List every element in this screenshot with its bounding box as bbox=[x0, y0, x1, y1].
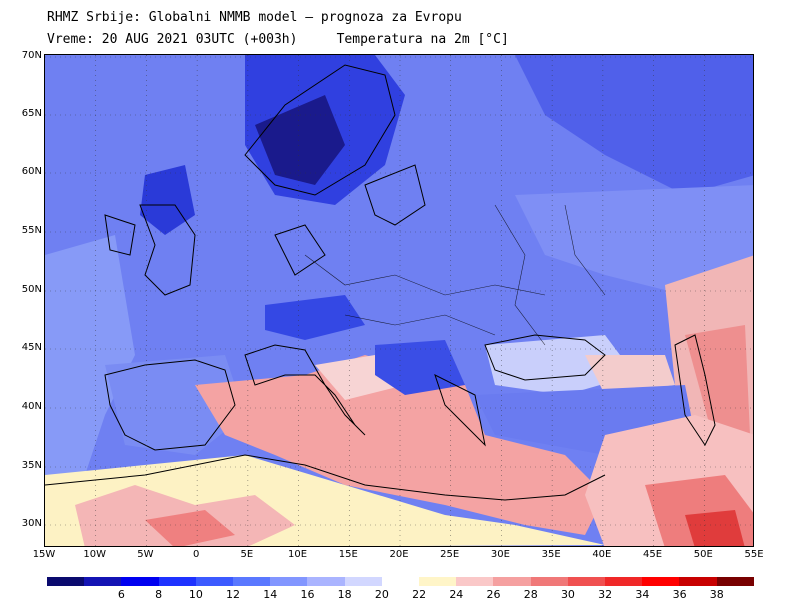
colorbar-segment bbox=[195, 577, 234, 586]
colorbar-segment bbox=[716, 577, 754, 586]
colorbar-segment bbox=[270, 577, 308, 586]
lat-label: 45N bbox=[21, 342, 42, 353]
map-subtitle: Vreme: 20 AUG 2021 03UTC (+003h) Tempera… bbox=[47, 32, 509, 47]
lon-label: 0 bbox=[192, 549, 200, 560]
lat-label: 30N bbox=[21, 518, 42, 529]
colorbar-tick-label: 16 bbox=[300, 588, 315, 601]
lon-label: 25E bbox=[440, 549, 460, 560]
lat-label: 35N bbox=[21, 460, 42, 471]
lon-label: 15W bbox=[32, 549, 56, 560]
temperature-map bbox=[44, 54, 754, 547]
colorbar-tick-label: 14 bbox=[263, 588, 278, 601]
colorbar-tick-label: 10 bbox=[188, 588, 203, 601]
colorbar-segment bbox=[307, 577, 345, 586]
colorbar-tick-label: 32 bbox=[598, 588, 613, 601]
lon-label: 5E bbox=[240, 549, 254, 560]
colorbar-tick-label: 20 bbox=[374, 588, 389, 601]
lon-label: 10E bbox=[288, 549, 308, 560]
colorbar-tick-label: 6 bbox=[117, 588, 125, 601]
temperature-colorbar bbox=[47, 577, 754, 586]
colorbar-segment bbox=[419, 577, 457, 586]
colorbar-tick-label: 8 bbox=[155, 588, 163, 601]
colorbar-segment bbox=[233, 577, 271, 586]
lat-label: 60N bbox=[21, 166, 42, 177]
lat-label: 70N bbox=[21, 50, 42, 61]
lon-label: 55E bbox=[744, 549, 764, 560]
colorbar-tick-label: 18 bbox=[337, 588, 352, 601]
colorbar-segment bbox=[381, 577, 420, 586]
colorbar-tick-label: 36 bbox=[672, 588, 687, 601]
colorbar-segment bbox=[679, 577, 717, 586]
lon-label: 45E bbox=[643, 549, 663, 560]
colorbar-segment bbox=[84, 577, 122, 586]
colorbar-segment bbox=[567, 577, 606, 586]
colorbar-segment bbox=[493, 577, 531, 586]
lon-label: 40E bbox=[592, 549, 612, 560]
lon-label: 10W bbox=[83, 549, 107, 560]
lat-label: 40N bbox=[21, 401, 42, 412]
map-canvas bbox=[45, 55, 753, 546]
lat-label: 55N bbox=[21, 225, 42, 236]
colorbar-tick-label: 38 bbox=[709, 588, 724, 601]
lon-label: 15E bbox=[338, 549, 358, 560]
lat-label: 65N bbox=[21, 108, 42, 119]
colorbar-tick-label: 34 bbox=[635, 588, 650, 601]
lon-label: 20E bbox=[389, 549, 409, 560]
lon-label: 30E bbox=[490, 549, 510, 560]
colorbar-segment bbox=[605, 577, 643, 586]
colorbar-segment bbox=[47, 577, 85, 586]
colorbar-segment bbox=[121, 577, 159, 586]
lat-label: 50N bbox=[21, 284, 42, 295]
colorbar-tick-label: 22 bbox=[412, 588, 427, 601]
map-title: RHMZ Srbije: Globalni NMMB model – progn… bbox=[47, 10, 462, 25]
colorbar-tick-label: 12 bbox=[226, 588, 241, 601]
colorbar-segment bbox=[456, 577, 494, 586]
colorbar-segment bbox=[158, 577, 196, 586]
lon-label: 50E bbox=[693, 549, 713, 560]
colorbar-tick-label: 30 bbox=[560, 588, 575, 601]
colorbar-tick-label: 26 bbox=[486, 588, 501, 601]
colorbar-tick-label: 28 bbox=[523, 588, 538, 601]
colorbar-segment bbox=[530, 577, 568, 586]
colorbar-tick-label: 24 bbox=[449, 588, 464, 601]
colorbar-segment bbox=[344, 577, 382, 586]
lon-label: 35E bbox=[541, 549, 561, 560]
colorbar-segment bbox=[642, 577, 680, 586]
lon-label: 5W bbox=[137, 549, 154, 560]
